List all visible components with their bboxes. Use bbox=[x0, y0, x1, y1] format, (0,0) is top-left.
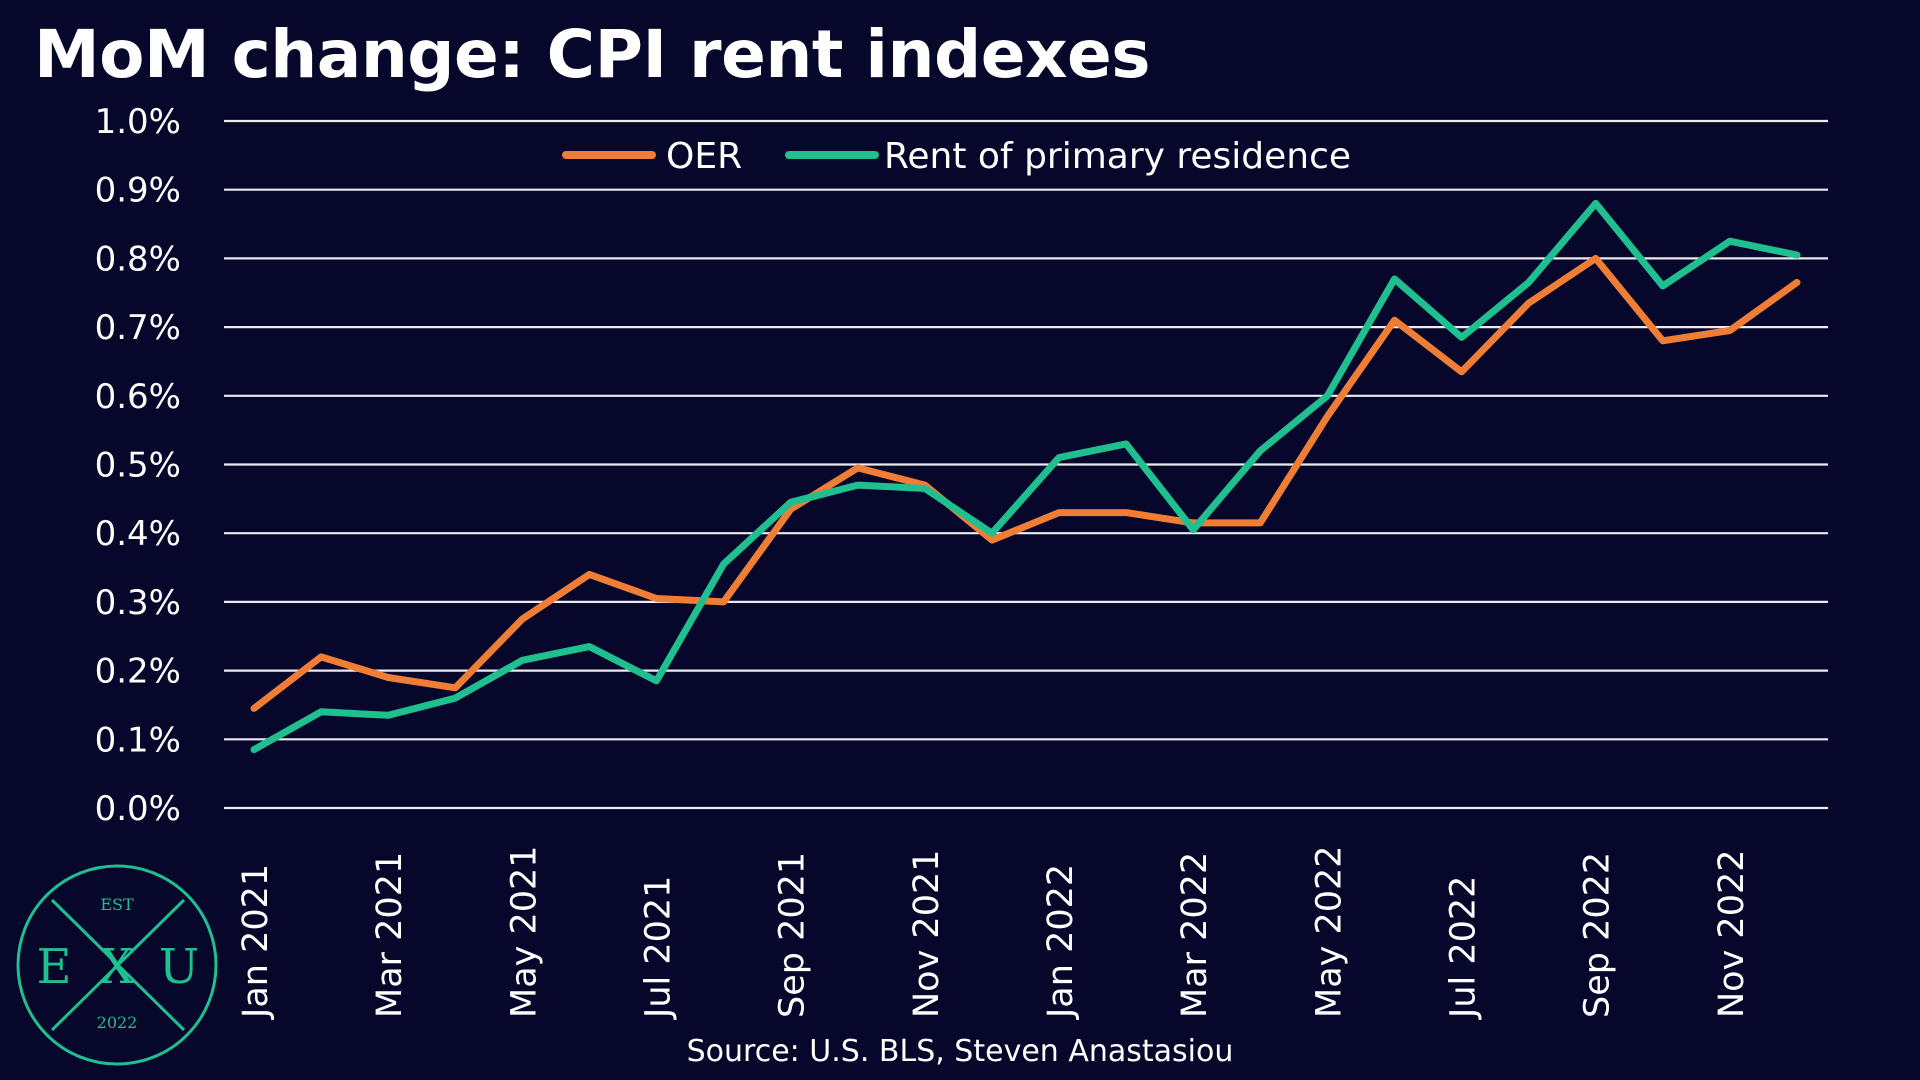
data-point-oer bbox=[1258, 521, 1262, 525]
data-point-rent bbox=[1191, 528, 1195, 532]
data-point-oer bbox=[990, 538, 994, 542]
logo-year: 2022 bbox=[97, 1013, 138, 1032]
y-tick-label: 0.3% bbox=[95, 583, 181, 623]
data-point-rent bbox=[1527, 280, 1531, 284]
legend-label-rent: Rent of primary residence bbox=[884, 136, 1351, 177]
data-point-oer bbox=[1594, 256, 1598, 260]
x-tick-label: Jul 2022 bbox=[1444, 876, 1484, 1020]
data-point-oer bbox=[722, 600, 726, 604]
logo-letter-e: E bbox=[36, 939, 71, 995]
data-point-rent bbox=[789, 500, 793, 504]
data-point-rent bbox=[1661, 284, 1665, 288]
data-point-oer bbox=[856, 466, 860, 470]
x-tick-label: Jul 2021 bbox=[639, 876, 679, 1020]
logo-ring bbox=[16, 864, 218, 1066]
data-point-rent bbox=[722, 562, 726, 566]
data-point-rent bbox=[252, 748, 256, 752]
chart-title: MoM change: CPI rent indexes bbox=[34, 16, 1151, 93]
exu-logo: EST E X U 2022 bbox=[16, 864, 218, 1066]
data-point-oer bbox=[587, 572, 591, 576]
data-point-rent bbox=[655, 679, 658, 683]
legend-label-oer: OER bbox=[666, 136, 742, 177]
gridlines bbox=[224, 119, 1828, 810]
y-axis-ticks: 1.0% 0.9% 0.8% 0.7% 0.6% 0.5% 0.4% 0.3% 0.2% 0.1%… bbox=[95, 102, 181, 829]
y-tick-label: 0.4% bbox=[95, 514, 181, 554]
legend: OER Rent of primary residence bbox=[562, 136, 1351, 177]
y-tick-label: 1.0% bbox=[95, 102, 181, 142]
data-point-oer bbox=[1460, 370, 1464, 374]
data-point-oer bbox=[1661, 339, 1665, 343]
x-tick-label: May 2022 bbox=[1309, 845, 1349, 1018]
x-tick-label: Sep 2021 bbox=[773, 852, 813, 1018]
source-note: Source: U.S. BLS, Steven Anastasiou bbox=[686, 1034, 1234, 1069]
data-point-oer bbox=[453, 686, 457, 690]
data-point-rent bbox=[1325, 394, 1329, 398]
logo-letter-u: U bbox=[159, 939, 199, 995]
y-tick-label: 0.8% bbox=[95, 239, 181, 279]
series-line-oer bbox=[250, 254, 1801, 712]
data-point-rent bbox=[1460, 335, 1464, 339]
data-point-rent bbox=[1124, 442, 1128, 446]
series-line-rent bbox=[250, 199, 1801, 754]
data-point-oer bbox=[1795, 280, 1799, 284]
data-point-rent bbox=[319, 710, 323, 714]
y-tick-label: 0.5% bbox=[95, 446, 181, 486]
data-point-oer bbox=[1728, 329, 1732, 332]
data-point-oer bbox=[252, 706, 256, 710]
data-point-oer bbox=[1325, 414, 1329, 418]
data-point-rent bbox=[1594, 201, 1598, 205]
x-tick-label: May 2021 bbox=[504, 845, 544, 1018]
data-point-rent bbox=[856, 483, 860, 487]
data-point-oer bbox=[1124, 511, 1128, 515]
series-lines bbox=[250, 199, 1801, 754]
data-point-rent bbox=[520, 658, 524, 662]
x-tick-label: Mar 2021 bbox=[370, 852, 410, 1018]
logo-est: EST bbox=[100, 895, 134, 914]
logo-letter-x: X bbox=[100, 939, 134, 995]
data-point-rent bbox=[990, 531, 994, 535]
data-point-oer bbox=[520, 617, 524, 621]
x-tick-label: Jan 2021 bbox=[236, 864, 276, 1020]
data-point-rent bbox=[1258, 449, 1262, 453]
data-point-rent bbox=[1795, 253, 1799, 257]
y-tick-label: 0.9% bbox=[95, 171, 181, 211]
data-point-rent bbox=[453, 696, 457, 700]
x-tick-label: Sep 2022 bbox=[1578, 852, 1618, 1018]
x-axis-ticks: Jan 2021 Mar 2021 May 2021 Jul 2021 Sep 2021… bbox=[236, 845, 1752, 1020]
y-tick-label: 0.1% bbox=[95, 720, 181, 760]
y-tick-label: 0.0% bbox=[95, 789, 181, 829]
x-tick-label: Nov 2022 bbox=[1712, 849, 1752, 1018]
y-tick-label: 0.7% bbox=[95, 308, 181, 348]
y-tick-label: 0.2% bbox=[95, 652, 181, 692]
data-point-rent bbox=[386, 713, 390, 717]
y-tick-label: 0.6% bbox=[95, 377, 181, 417]
x-tick-label: Jan 2022 bbox=[1041, 864, 1081, 1020]
data-point-oer bbox=[1527, 301, 1531, 305]
logo-cross-stroke bbox=[50, 898, 186, 1032]
data-point-rent bbox=[1393, 277, 1396, 281]
data-point-oer bbox=[1057, 511, 1061, 515]
x-tick-label: Mar 2022 bbox=[1175, 852, 1215, 1018]
x-tick-label: Nov 2021 bbox=[907, 849, 947, 1018]
data-point-oer bbox=[1393, 318, 1396, 322]
data-point-oer bbox=[319, 655, 323, 659]
data-point-rent bbox=[923, 487, 927, 490]
data-point-oer bbox=[655, 597, 658, 600]
data-point-rent bbox=[587, 645, 591, 649]
data-point-oer bbox=[789, 507, 793, 511]
data-point-rent bbox=[1728, 239, 1732, 243]
data-point-rent bbox=[1057, 456, 1061, 460]
data-point-oer bbox=[386, 676, 390, 679]
